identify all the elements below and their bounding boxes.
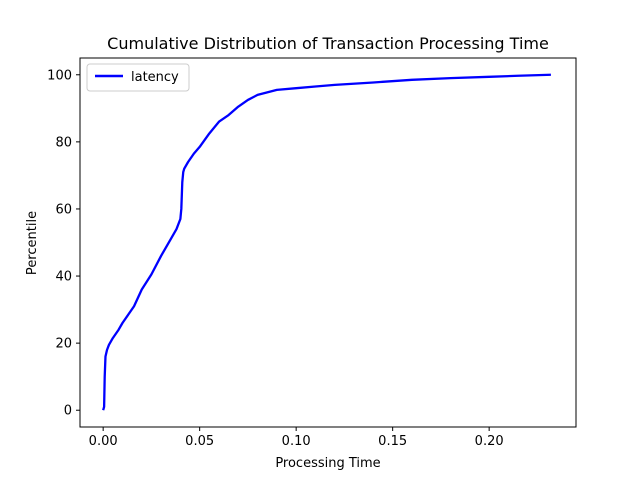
legend: latency [86, 63, 190, 92]
legend-frame [86, 63, 190, 92]
x-axis-ticks: 0.00 0.05 0.10 0.15 0.20 [89, 427, 504, 449]
plot-frame [79, 57, 577, 428]
y-tick-label: 0 [64, 404, 72, 419]
y-axis-label: Percentile [25, 211, 40, 275]
x-tick-label: 0.00 [89, 434, 118, 449]
series-layer [102, 73, 551, 411]
y-tick-label: 20 [55, 337, 72, 352]
y-axis-ticks: 0 20 40 60 80 100 [47, 68, 80, 419]
y-tick-label: 40 [55, 270, 72, 285]
y-tick-label: 80 [55, 135, 72, 150]
x-tick-label: 0.20 [475, 434, 504, 449]
y-tick-label: 100 [47, 68, 72, 83]
plot-area [80, 58, 576, 427]
legend-label-latency: latency [131, 70, 179, 85]
x-tick-label: 0.15 [378, 434, 407, 449]
x-axis-label: Processing Time [275, 456, 380, 471]
x-tick-label: 0.05 [185, 434, 214, 449]
x-tick-label: 0.10 [282, 434, 311, 449]
series-line-latency [102, 73, 551, 411]
y-tick-label: 60 [55, 202, 72, 217]
chart-title: Cumulative Distribution of Transaction P… [107, 34, 549, 53]
